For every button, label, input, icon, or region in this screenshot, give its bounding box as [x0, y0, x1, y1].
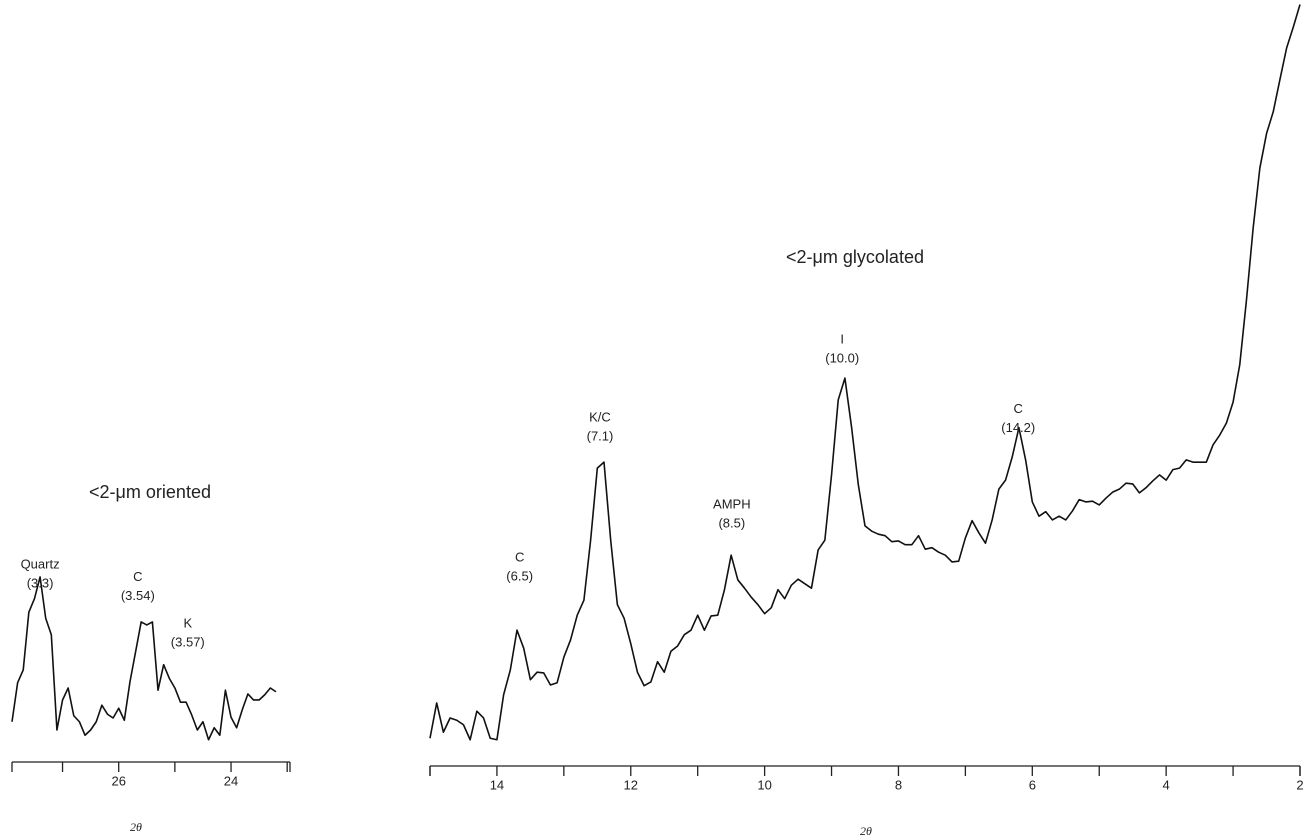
peak-spacing: (10.0) — [825, 350, 859, 365]
peak-spacing: (6.5) — [506, 569, 533, 584]
x-tick-label: 6 — [1029, 777, 1036, 792]
x-tick-label: 4 — [1163, 777, 1170, 792]
trace — [429, 4, 1301, 741]
peak-label: K/C — [589, 409, 611, 424]
x-tick-label: 26 — [111, 773, 125, 788]
peak-label: C — [1014, 401, 1023, 416]
x-tick-label: 12 — [624, 777, 638, 792]
x-axis-label: 2θ — [130, 820, 142, 834]
x-tick-label: 24 — [224, 773, 238, 788]
x-tick-label: 10 — [757, 777, 771, 792]
x-tick-label: 14 — [490, 777, 504, 792]
peak-spacing: (8.5) — [718, 515, 745, 530]
peak-label: C — [515, 550, 524, 565]
peak-spacing: (3.57) — [171, 635, 205, 650]
peak-label: C — [133, 569, 142, 584]
peak-label: I — [840, 331, 844, 346]
peak-label: AMPH — [713, 496, 751, 511]
x-axis-label: 2θ — [860, 824, 872, 837]
peak-spacing: (14.2) — [1001, 420, 1035, 435]
x-tick-label: 8 — [895, 777, 902, 792]
peak-label: K — [183, 616, 192, 631]
peak-label: Quartz — [21, 556, 60, 571]
peak-spacing: (3.54) — [121, 588, 155, 603]
chart-title: <2-μm oriented — [89, 482, 211, 502]
peak-spacing: (3.3) — [27, 575, 54, 590]
trace — [11, 576, 277, 741]
x-tick-label: 2 — [1296, 777, 1303, 792]
peak-spacing: (7.1) — [587, 428, 614, 443]
chart-title: <2-μm glycolated — [786, 247, 924, 267]
